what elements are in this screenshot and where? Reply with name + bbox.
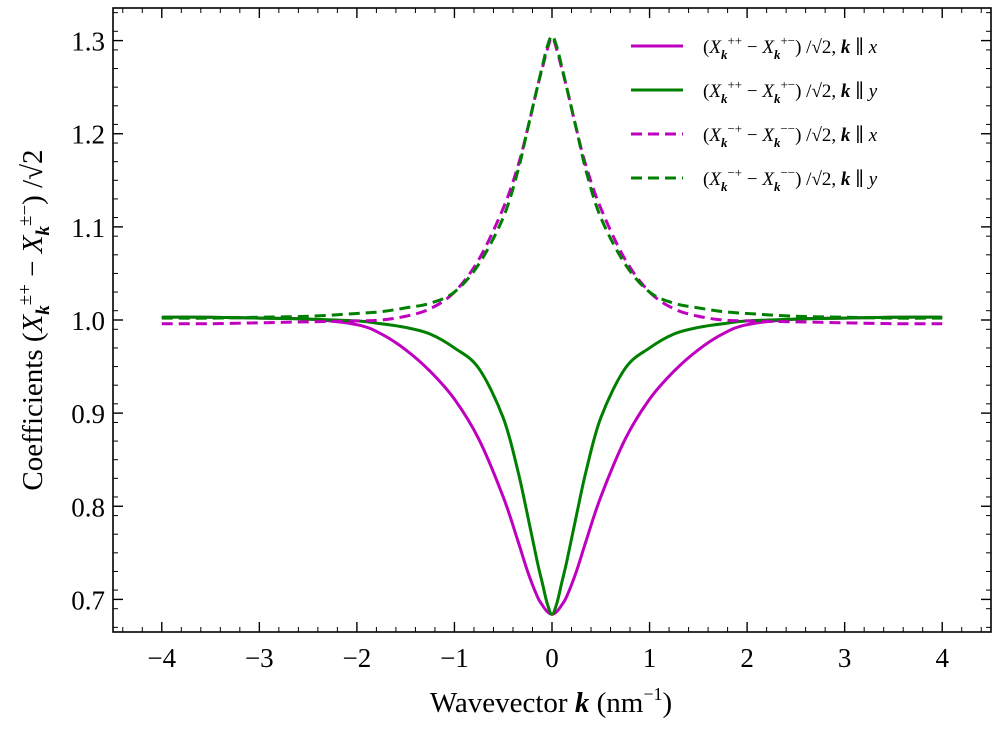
series-line-3 [161,36,943,326]
legend-label-1: (Xk++ − Xk+−) /√2, k ∥ x [703,33,878,62]
x-tick-label: −3 [245,643,274,673]
y-tick-label: 1.0 [71,306,105,336]
y-axis-title: Coefficients (Xk±+ − Xk±−) /√2 [15,149,54,490]
y-tick-label: 0.9 [71,399,105,429]
legend-label-2: (Xk++ − Xk+−) /√2, k ∥ y [703,77,878,106]
x-tick-label: 4 [935,643,949,673]
y-tick-label: 1.3 [71,27,105,57]
y-tick-label: 0.8 [71,492,105,522]
x-tick-label: −1 [440,643,469,673]
x-tick-label: −4 [147,643,176,673]
legend: (Xk++ − Xk+−) /√2, k ∥ x (Xk++ − Xk+−) /… [631,33,878,194]
x-tick-label: −2 [343,643,372,673]
x-axis-title: Wavevector k (nm−1) [430,684,672,719]
series-line-1 [161,315,943,616]
y-tick-label: 1.1 [71,213,105,243]
series-line-2 [161,315,943,616]
x-tick-label: 0 [545,643,559,673]
y-tick-label: 0.7 [71,585,105,615]
y-tick-label: 1.2 [71,120,105,150]
legend-label-4: (Xk−+ − Xk−−) /√2, k ∥ y [703,165,878,194]
x-tick-label: 1 [643,643,657,673]
x-tick-label: 2 [740,643,754,673]
x-tick-label: 3 [838,643,852,673]
legend-label-3: (Xk−+ − Xk−−) /√2, k ∥ x [703,121,878,150]
tick-group: −4 −3 −2 −1 0 1 2 3 4 0.7 0.8 0.9 1.0 1.1 1.2 1.3 [71,8,991,673]
series-line-4 [161,34,943,320]
curve-group [161,34,943,616]
